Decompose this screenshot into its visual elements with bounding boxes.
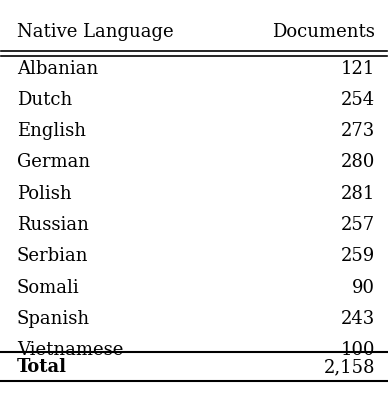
Text: 121: 121: [341, 59, 375, 78]
Text: 243: 243: [341, 310, 375, 328]
Text: Documents: Documents: [272, 23, 375, 42]
Text: Russian: Russian: [17, 216, 89, 234]
Text: 100: 100: [341, 341, 375, 359]
Text: 273: 273: [341, 122, 375, 140]
Text: 254: 254: [341, 91, 375, 109]
Text: Polish: Polish: [17, 185, 71, 203]
Text: Dutch: Dutch: [17, 91, 72, 109]
Text: Vietnamese: Vietnamese: [17, 341, 123, 359]
Text: 280: 280: [341, 154, 375, 171]
Text: Spanish: Spanish: [17, 310, 90, 328]
Text: German: German: [17, 154, 90, 171]
Text: Serbian: Serbian: [17, 247, 88, 265]
Text: Native Language: Native Language: [17, 23, 173, 42]
Text: Albanian: Albanian: [17, 59, 98, 78]
Text: 259: 259: [341, 247, 375, 265]
Text: Somali: Somali: [17, 279, 80, 297]
Text: 90: 90: [352, 279, 375, 297]
Text: 2,158: 2,158: [324, 358, 375, 377]
Text: English: English: [17, 122, 86, 140]
Text: Total: Total: [17, 358, 67, 377]
Text: 257: 257: [341, 216, 375, 234]
Text: 281: 281: [341, 185, 375, 203]
